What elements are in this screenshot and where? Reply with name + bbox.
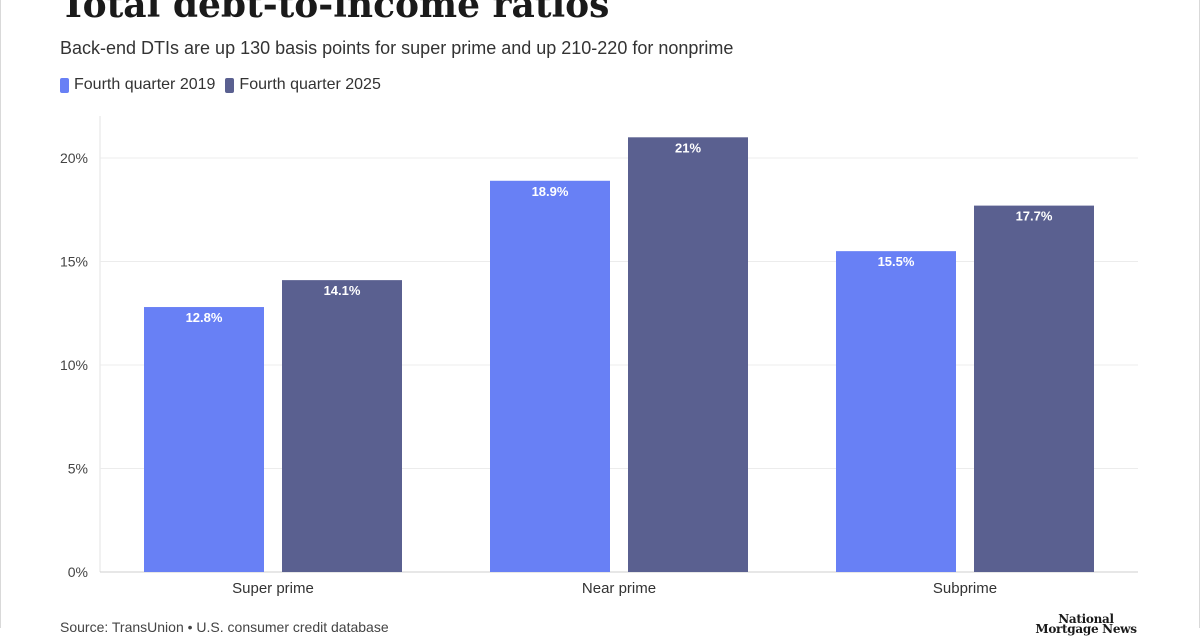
legend-item-2025: Fourth quarter 2025 — [225, 76, 381, 94]
x-category-label: Super prime — [232, 580, 314, 597]
x-category-label: Near prime — [582, 580, 656, 597]
bar-value-label: 21% — [675, 140, 701, 155]
bar — [490, 180, 610, 572]
bar — [628, 137, 748, 573]
y-tick-label: 10% — [60, 357, 88, 373]
legend-swatch-2019 — [60, 77, 69, 93]
legend-label-2025: Fourth quarter 2025 — [239, 76, 381, 93]
bar — [282, 280, 402, 572]
source-note: Source: TransUnion • U.S. consumer credi… — [60, 619, 389, 635]
publisher-logo: National Mortgage News — [1035, 612, 1137, 636]
bar-value-label: 15.5% — [878, 254, 915, 269]
y-tick-label: 20% — [60, 150, 88, 166]
bar-value-label: 18.9% — [532, 184, 569, 199]
bar — [836, 251, 956, 572]
legend-item-2019: Fourth quarter 2019 — [60, 76, 215, 94]
x-category-label: Subprime — [933, 580, 997, 597]
y-tick-label: 5% — [68, 461, 88, 477]
y-tick-label: 0% — [68, 564, 88, 580]
legend-label-2019: Fourth quarter 2019 — [74, 76, 216, 93]
chart-subtitle: Back-end DTIs are up 130 basis points fo… — [60, 38, 734, 58]
legend: Fourth quarter 2019 Fourth quarter 2025 — [60, 76, 381, 94]
y-tick-label: 15% — [60, 254, 88, 270]
bar-value-label: 12.8% — [186, 310, 223, 325]
bar-value-label: 17.7% — [1016, 209, 1053, 224]
bar-value-label: 14.1% — [324, 283, 361, 298]
legend-swatch-2025 — [225, 77, 235, 93]
bar — [974, 205, 1094, 573]
bar — [144, 307, 264, 572]
chart-title: Total debt-to-income ratios — [60, 0, 610, 26]
